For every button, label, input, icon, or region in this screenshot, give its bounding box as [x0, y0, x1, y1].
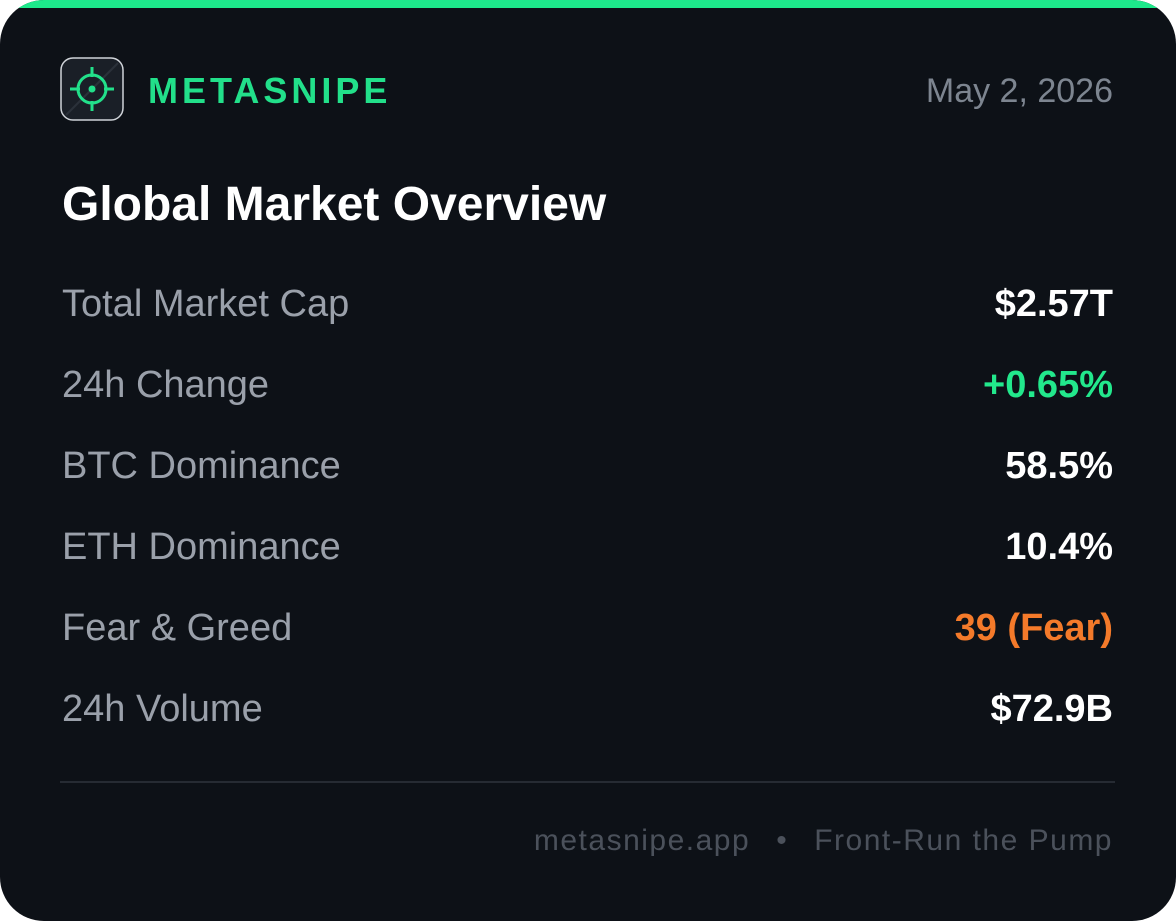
stat-label: BTC Dominance [62, 445, 341, 487]
stat-label: ETH Dominance [62, 526, 341, 568]
divider [60, 781, 1115, 783]
stat-value: $2.57T [994, 283, 1113, 325]
stat-label: Fear & Greed [62, 607, 293, 649]
stat-value: 10.4% [1005, 526, 1113, 568]
stat-label: 24h Change [62, 364, 270, 406]
title: Global Market Overview [62, 178, 607, 231]
stat-label: 24h Volume [62, 688, 263, 730]
separator: • [776, 824, 789, 857]
date: May 2, 2026 [925, 72, 1113, 110]
site: metasnipe.app [533, 824, 751, 857]
logo [60, 57, 124, 121]
stat-value: $72.9B [990, 688, 1113, 730]
accent-bar [0, 0, 1176, 8]
brand: METASNIPE [148, 70, 392, 111]
stat-value: +0.65% [983, 364, 1113, 406]
stat-value: 58.5% [1005, 445, 1113, 487]
stat-value: 39 (Fear) [954, 607, 1113, 649]
footer: metasnipe.app • Front-Run the Pump [534, 826, 1113, 856]
tagline: Front-Run the Pump [814, 824, 1113, 857]
stat-label: Total Market Cap [62, 283, 350, 325]
